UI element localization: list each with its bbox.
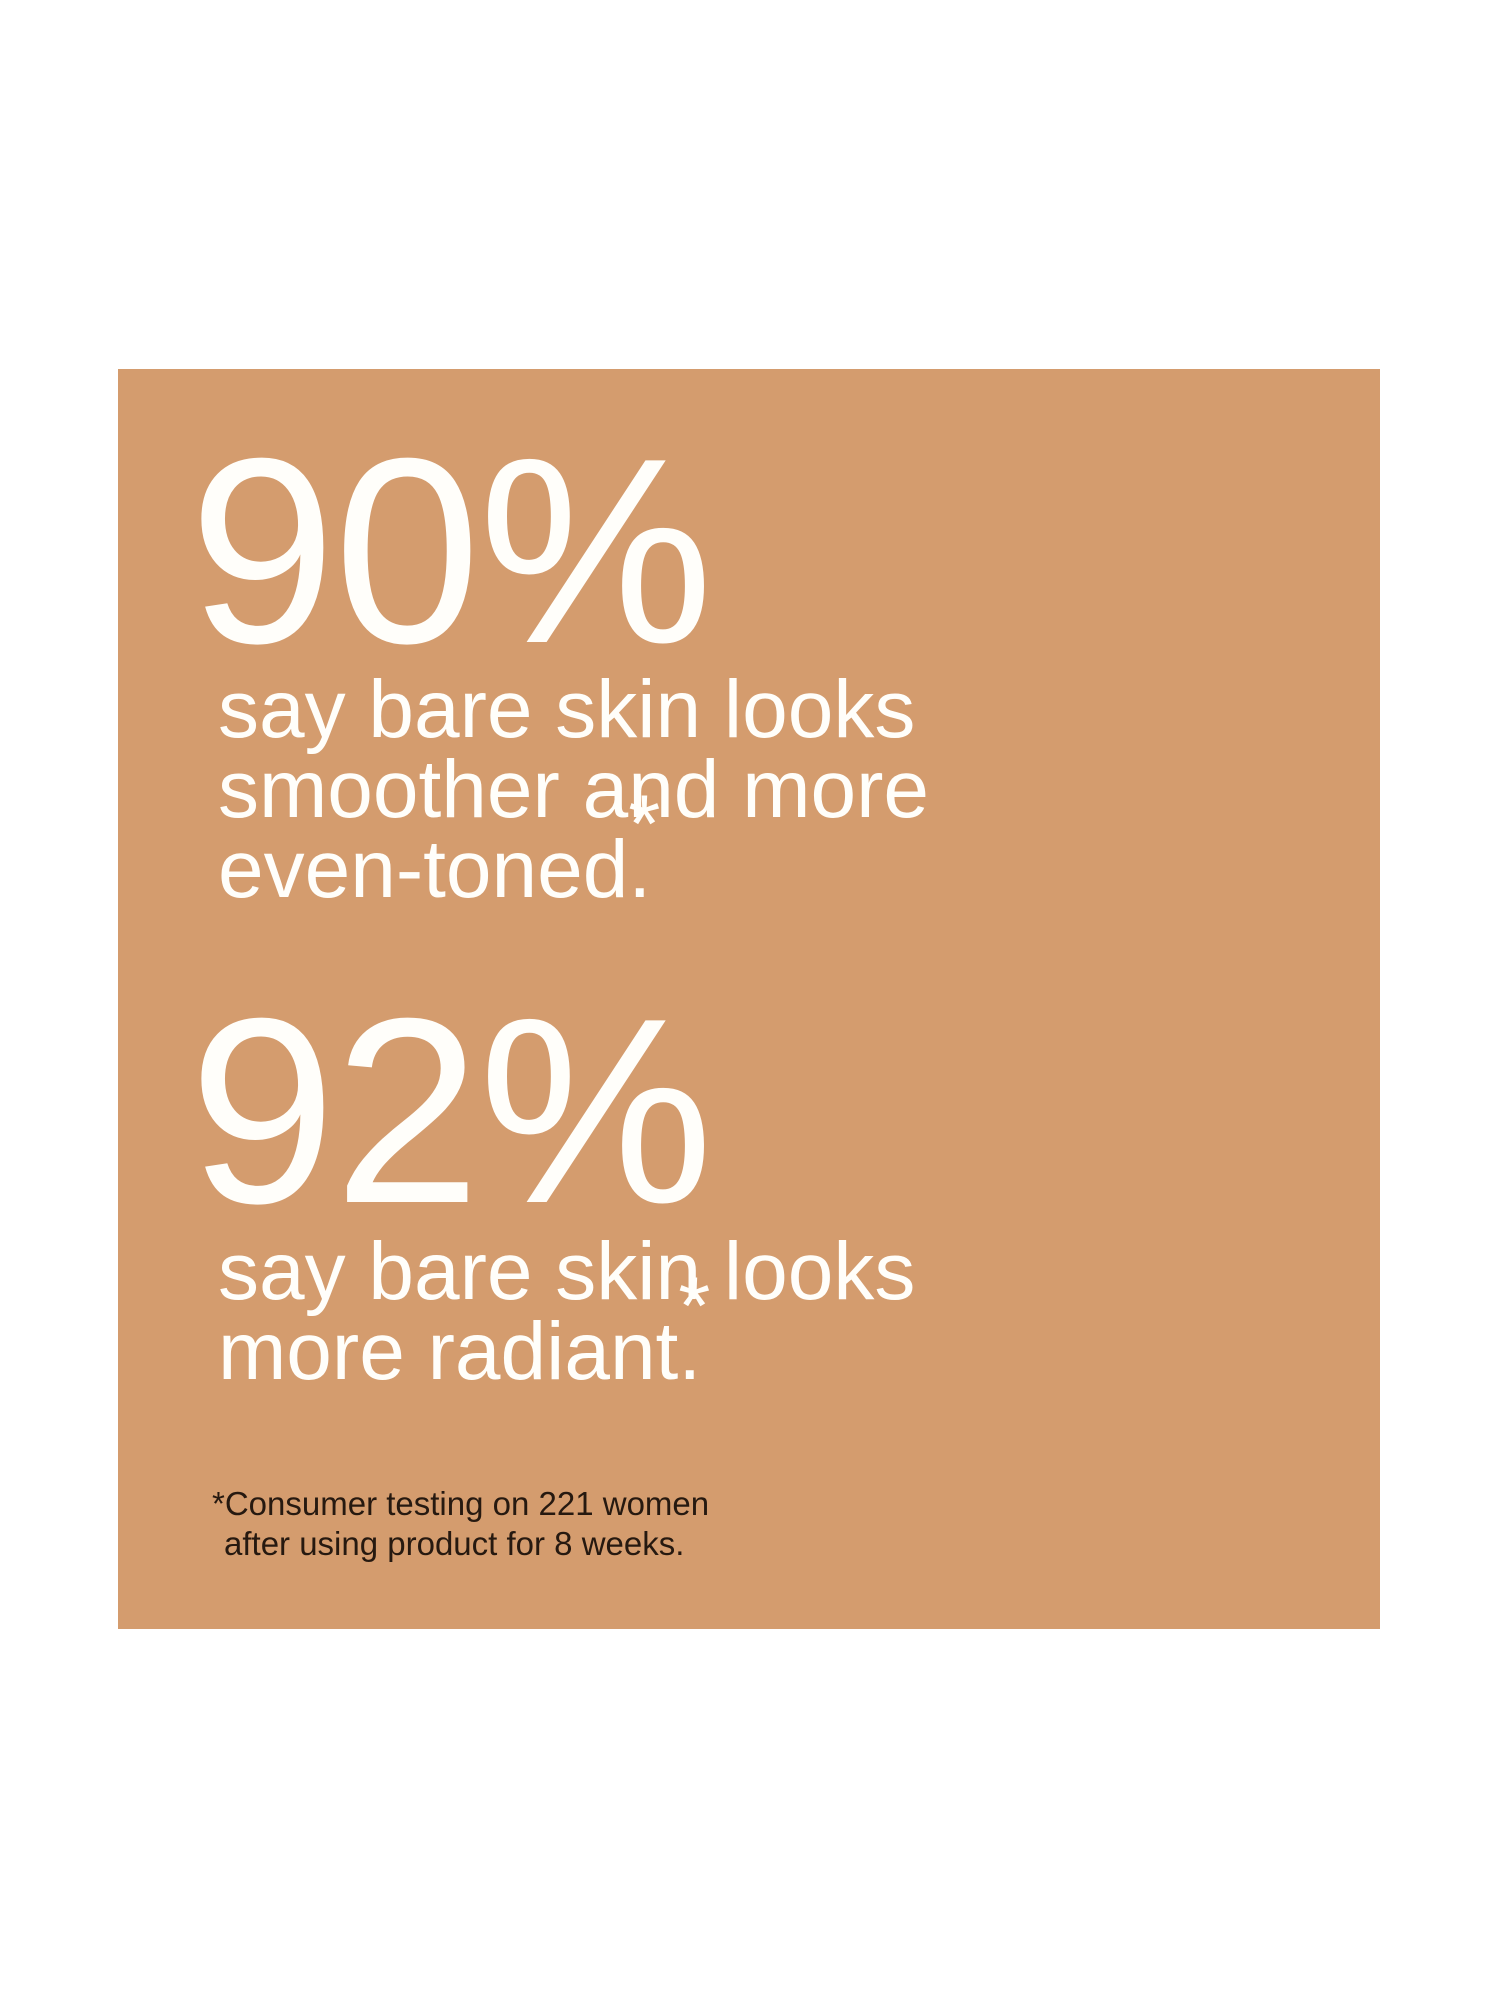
footnote: *Consumer testing on 221 women after usi… <box>212 1484 709 1564</box>
stat-92-period-asterisk: . * <box>678 1265 712 1392</box>
stat-92-line-2-text: more radiant <box>218 1306 679 1397</box>
footnote-line-1: *Consumer testing on 221 women <box>212 1485 710 1522</box>
stat-90-period: . <box>628 824 652 915</box>
stat-card: 90% say bare skin looks smoother and mor… <box>118 369 1380 1629</box>
stat-90-period-asterisk: . * <box>628 783 662 910</box>
stat-90-asterisk-marker: * <box>628 778 661 870</box>
stat-90-line-1: say bare skin looks <box>218 664 916 755</box>
stat-90-line-3: even-toned. * <box>218 783 929 910</box>
stat-92-line-2: more radiant. * <box>218 1265 915 1392</box>
stat-92-description: say bare skin looks more radiant. * <box>218 1226 916 1393</box>
stat-92-line-1: say bare skin looks <box>218 1226 916 1317</box>
stat-90-description: say bare skin looks smoother and more ev… <box>218 664 930 911</box>
stat-90-line-2: smoother and more <box>218 744 930 835</box>
stat-92-value: 92% <box>189 963 713 1258</box>
footnote-line-2: after using product for 8 weeks. <box>224 1525 685 1562</box>
stat-92-period: . <box>678 1306 702 1397</box>
stat-90-value: 90% <box>189 403 713 698</box>
stat-92-asterisk-marker: * <box>678 1260 711 1352</box>
stat-90-line-3-text: even-toned <box>218 824 629 915</box>
